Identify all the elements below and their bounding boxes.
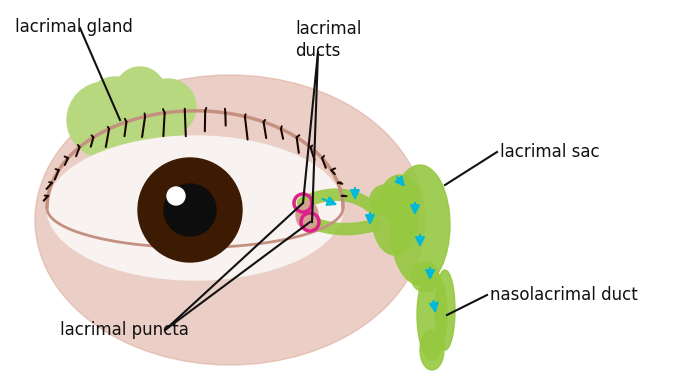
Circle shape — [106, 71, 174, 139]
Circle shape — [140, 79, 196, 135]
Text: nasolacrimal duct: nasolacrimal duct — [490, 286, 638, 304]
Circle shape — [167, 187, 185, 205]
Ellipse shape — [372, 185, 417, 255]
Circle shape — [138, 158, 242, 262]
Text: lacrimal
ducts: lacrimal ducts — [295, 20, 361, 60]
Ellipse shape — [417, 270, 447, 360]
Circle shape — [164, 184, 216, 236]
Circle shape — [115, 67, 165, 117]
Ellipse shape — [296, 201, 318, 229]
Circle shape — [128, 88, 188, 148]
Ellipse shape — [370, 185, 400, 215]
Text: lacrimal gland: lacrimal gland — [15, 18, 133, 36]
Text: lacrimal sac: lacrimal sac — [500, 143, 600, 161]
Circle shape — [97, 107, 153, 163]
Circle shape — [124, 109, 176, 161]
Ellipse shape — [390, 165, 450, 285]
Ellipse shape — [35, 75, 425, 365]
Ellipse shape — [47, 136, 343, 280]
Circle shape — [85, 77, 145, 137]
Circle shape — [67, 82, 143, 158]
Ellipse shape — [380, 175, 420, 225]
Ellipse shape — [420, 330, 444, 370]
Ellipse shape — [435, 270, 455, 350]
Text: lacrimal puncta: lacrimal puncta — [60, 321, 189, 339]
Ellipse shape — [411, 262, 439, 292]
